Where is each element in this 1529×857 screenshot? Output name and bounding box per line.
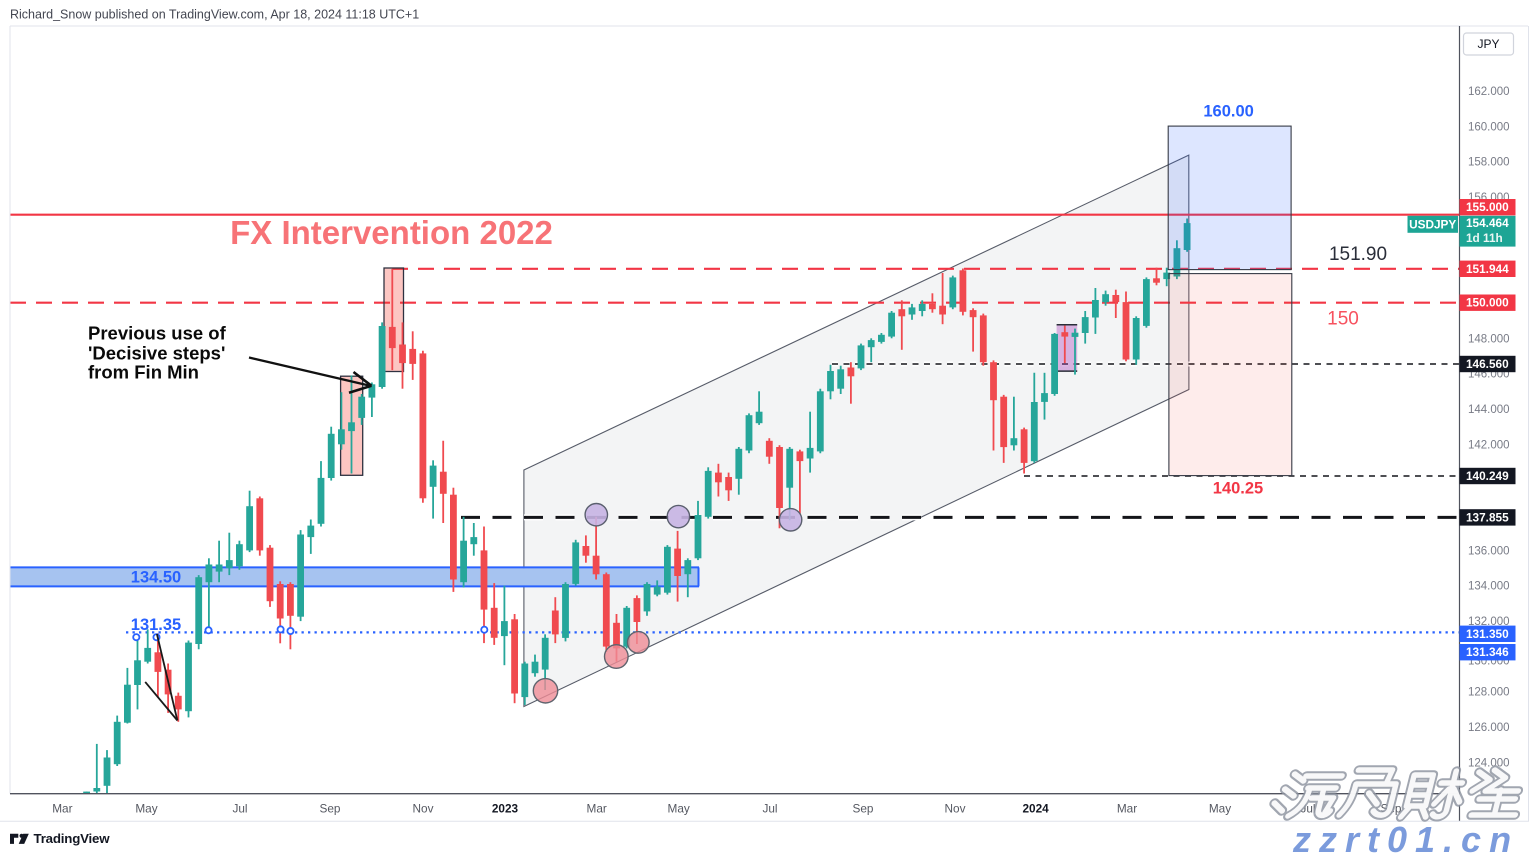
svg-text:142.000: 142.000 — [1468, 439, 1510, 451]
svg-text:140.25: 140.25 — [1213, 480, 1263, 498]
svg-text:136.000: 136.000 — [1468, 545, 1510, 557]
svg-text:1d 11h: 1d 11h — [1466, 231, 1503, 245]
svg-text:160.00: 160.00 — [1203, 103, 1253, 121]
svg-text:144.000: 144.000 — [1468, 404, 1510, 416]
svg-text:162.000: 162.000 — [1468, 86, 1510, 98]
svg-text:USDJPY: USDJPY — [1409, 217, 1456, 231]
svg-text:Jul: Jul — [232, 802, 247, 816]
svg-text:150: 150 — [1327, 309, 1359, 330]
svg-text:124.000: 124.000 — [1468, 757, 1510, 769]
svg-text:Previous use of: Previous use of — [88, 323, 227, 344]
svg-text:Mar: Mar — [52, 802, 72, 816]
svg-text:May: May — [135, 802, 157, 816]
svg-text:131.350: 131.350 — [1466, 627, 1509, 641]
svg-text:160.000: 160.000 — [1468, 121, 1510, 133]
svg-text:Mar: Mar — [1117, 802, 1137, 816]
svg-text:131.35: 131.35 — [131, 616, 181, 634]
svg-text:151.90: 151.90 — [1329, 244, 1387, 265]
svg-text:zzrt01.cn: zzrt01.cn — [1292, 819, 1519, 857]
svg-text:Sep: Sep — [320, 802, 341, 816]
svg-text:2024: 2024 — [1022, 802, 1049, 816]
svg-text:140.249: 140.249 — [1466, 469, 1509, 483]
svg-text:TradingView: TradingView — [34, 831, 111, 846]
svg-text:126.000: 126.000 — [1468, 722, 1510, 734]
svg-text:148.000: 148.000 — [1468, 333, 1510, 345]
svg-text:Nov: Nov — [945, 802, 966, 816]
svg-text:137.855: 137.855 — [1466, 510, 1509, 524]
svg-text:2023: 2023 — [492, 802, 519, 816]
svg-text:JPY: JPY — [1477, 37, 1499, 51]
svg-text:158.000: 158.000 — [1468, 157, 1510, 169]
svg-text:May: May — [668, 802, 690, 816]
svg-text:Jul: Jul — [762, 802, 777, 816]
svg-text:'Decisive steps': 'Decisive steps' — [88, 343, 225, 364]
svg-text:155.000: 155.000 — [1466, 200, 1509, 214]
svg-text:150.000: 150.000 — [1466, 296, 1509, 310]
svg-text:Sep: Sep — [853, 802, 874, 816]
svg-text:from Fin Min: from Fin Min — [88, 362, 199, 383]
svg-text:154.464: 154.464 — [1466, 216, 1509, 230]
svg-text:Mar: Mar — [587, 802, 607, 816]
svg-text:Richard_Snow published on Trad: Richard_Snow published on TradingView.co… — [10, 8, 419, 22]
svg-text:134.000: 134.000 — [1468, 581, 1510, 593]
svg-text:128.000: 128.000 — [1468, 687, 1510, 699]
svg-text:131.346: 131.346 — [1466, 645, 1509, 659]
svg-text:146.560: 146.560 — [1466, 357, 1509, 371]
svg-text:FX Intervention 2022: FX Intervention 2022 — [230, 214, 553, 251]
svg-text:132.000: 132.000 — [1468, 616, 1510, 628]
svg-text:151.944: 151.944 — [1466, 262, 1509, 276]
svg-text:May: May — [1209, 802, 1231, 816]
svg-text:134.50: 134.50 — [131, 569, 181, 587]
svg-text:Nov: Nov — [413, 802, 434, 816]
